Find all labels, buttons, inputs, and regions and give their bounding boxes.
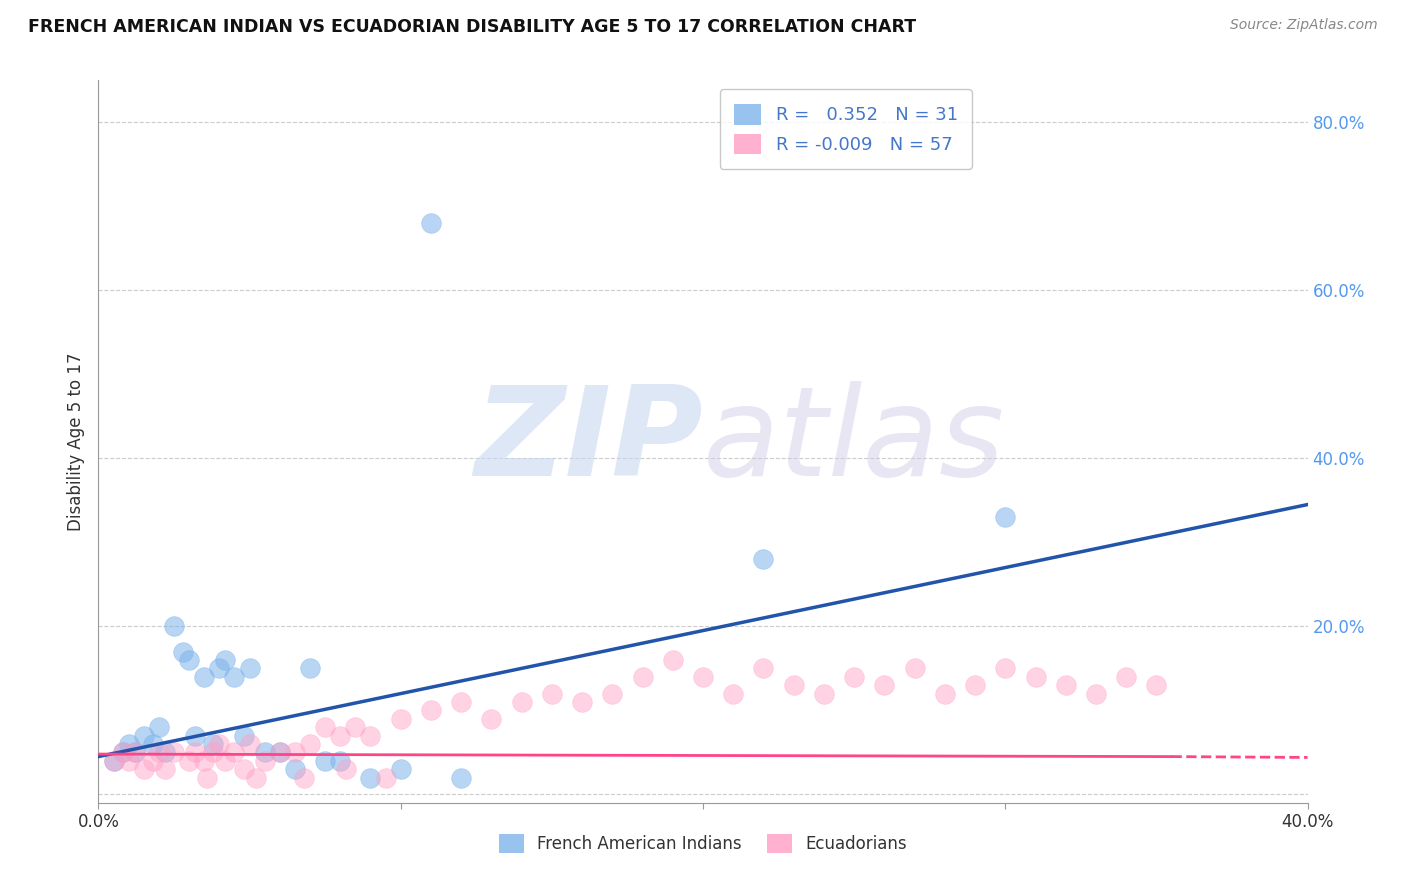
Point — [904, 661, 927, 675]
Point — [232, 762, 254, 776]
Point — [1054, 678, 1077, 692]
Point — [571, 695, 593, 709]
Point — [195, 771, 218, 785]
Y-axis label: Disability Age 5 to 17: Disability Age 5 to 17 — [66, 352, 84, 531]
Text: ZIP: ZIP — [474, 381, 703, 502]
Point — [103, 754, 125, 768]
Point — [224, 745, 246, 759]
Point — [245, 771, 267, 785]
Point — [193, 670, 215, 684]
Point — [389, 762, 412, 776]
Point — [631, 670, 654, 684]
Point — [329, 729, 352, 743]
Point — [510, 695, 533, 709]
Point — [253, 754, 276, 768]
Text: atlas: atlas — [703, 381, 1005, 502]
Point — [692, 670, 714, 684]
Point — [481, 712, 503, 726]
Point — [142, 754, 165, 768]
Point — [292, 771, 315, 785]
Point — [1024, 670, 1046, 684]
Point — [193, 754, 215, 768]
Point — [752, 661, 775, 675]
Point — [540, 687, 562, 701]
Point — [360, 729, 382, 743]
Point — [299, 737, 322, 751]
Point — [420, 216, 443, 230]
Point — [284, 745, 307, 759]
Point — [844, 670, 866, 684]
Point — [284, 762, 307, 776]
Point — [172, 644, 194, 658]
Point — [179, 754, 201, 768]
Point — [374, 771, 396, 785]
Point — [661, 653, 683, 667]
Point — [208, 661, 231, 675]
Point — [873, 678, 896, 692]
Point — [103, 754, 125, 768]
Point — [148, 745, 170, 759]
Point — [450, 771, 472, 785]
Point — [1144, 678, 1167, 692]
Point — [602, 687, 624, 701]
Point — [224, 670, 246, 684]
Point — [329, 754, 352, 768]
Point — [163, 619, 186, 633]
Point — [723, 687, 745, 701]
Point — [148, 720, 170, 734]
Point — [965, 678, 987, 692]
Point — [994, 510, 1017, 524]
Point — [344, 720, 367, 734]
Point — [118, 737, 141, 751]
Point — [752, 552, 775, 566]
Point — [232, 729, 254, 743]
Point — [314, 720, 336, 734]
Point — [142, 737, 165, 751]
Point — [184, 745, 207, 759]
Point — [118, 754, 141, 768]
Point — [783, 678, 806, 692]
Point — [163, 745, 186, 759]
Legend: French American Indians, Ecuadorians: French American Indians, Ecuadorians — [492, 827, 914, 860]
Point — [335, 762, 357, 776]
Text: FRENCH AMERICAN INDIAN VS ECUADORIAN DISABILITY AGE 5 TO 17 CORRELATION CHART: FRENCH AMERICAN INDIAN VS ECUADORIAN DIS… — [28, 18, 917, 36]
Point — [202, 737, 225, 751]
Point — [360, 771, 382, 785]
Point — [1085, 687, 1108, 701]
Point — [214, 754, 236, 768]
Point — [202, 745, 225, 759]
Point — [813, 687, 835, 701]
Point — [153, 745, 176, 759]
Point — [179, 653, 201, 667]
Point — [450, 695, 472, 709]
Point — [184, 729, 207, 743]
Point — [153, 762, 176, 776]
Point — [132, 762, 155, 776]
Point — [239, 737, 262, 751]
Text: Source: ZipAtlas.com: Source: ZipAtlas.com — [1230, 18, 1378, 32]
Point — [132, 729, 155, 743]
Point — [299, 661, 322, 675]
Point — [214, 653, 236, 667]
Point — [208, 737, 231, 751]
Point — [420, 703, 443, 717]
Point — [124, 745, 146, 759]
Point — [269, 745, 291, 759]
Point — [934, 687, 956, 701]
Point — [253, 745, 276, 759]
Point — [111, 745, 134, 759]
Point — [239, 661, 262, 675]
Point — [111, 745, 134, 759]
Point — [1115, 670, 1137, 684]
Point — [389, 712, 412, 726]
Point — [994, 661, 1017, 675]
Point — [269, 745, 291, 759]
Point — [314, 754, 336, 768]
Point — [124, 745, 146, 759]
